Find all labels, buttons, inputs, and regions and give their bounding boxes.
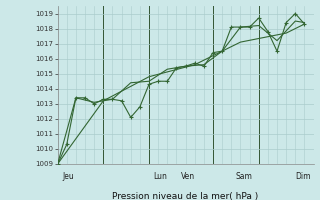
Text: Ven: Ven — [181, 172, 195, 181]
Text: Sam: Sam — [236, 172, 253, 181]
Text: Pression niveau de la mer( hPa ): Pression niveau de la mer( hPa ) — [112, 192, 259, 200]
Text: Jeu: Jeu — [62, 172, 74, 181]
Text: Dim: Dim — [295, 172, 311, 181]
Text: Lun: Lun — [154, 172, 167, 181]
